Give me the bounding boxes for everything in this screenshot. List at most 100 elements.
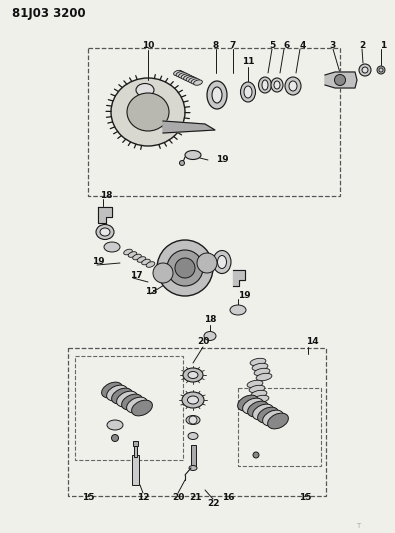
Ellipse shape xyxy=(128,252,137,257)
Ellipse shape xyxy=(185,150,201,159)
Circle shape xyxy=(111,434,118,441)
Ellipse shape xyxy=(244,86,252,98)
Text: 6: 6 xyxy=(284,41,290,50)
Text: 20: 20 xyxy=(197,337,209,346)
Ellipse shape xyxy=(241,82,256,102)
Ellipse shape xyxy=(183,368,203,382)
Ellipse shape xyxy=(271,78,283,92)
Text: 8: 8 xyxy=(213,41,219,50)
Ellipse shape xyxy=(188,396,199,404)
Ellipse shape xyxy=(142,259,150,265)
Circle shape xyxy=(153,263,173,283)
Ellipse shape xyxy=(247,380,263,387)
Ellipse shape xyxy=(127,93,169,131)
Ellipse shape xyxy=(230,305,246,315)
Polygon shape xyxy=(325,72,357,88)
Ellipse shape xyxy=(189,465,197,471)
Text: 21: 21 xyxy=(189,492,201,502)
Ellipse shape xyxy=(102,382,122,398)
Circle shape xyxy=(362,67,368,73)
Bar xyxy=(88,48,340,196)
Ellipse shape xyxy=(250,358,266,366)
Ellipse shape xyxy=(133,254,141,260)
Polygon shape xyxy=(163,121,215,133)
Ellipse shape xyxy=(194,80,202,85)
Circle shape xyxy=(379,68,383,72)
Ellipse shape xyxy=(274,81,280,89)
Text: 22: 22 xyxy=(207,498,219,507)
Ellipse shape xyxy=(132,400,152,416)
Ellipse shape xyxy=(176,71,185,77)
Text: 1: 1 xyxy=(380,41,386,50)
Text: 11: 11 xyxy=(242,58,254,67)
Bar xyxy=(134,445,137,457)
Ellipse shape xyxy=(207,81,227,109)
Ellipse shape xyxy=(254,368,270,376)
Text: 13: 13 xyxy=(145,287,158,296)
Ellipse shape xyxy=(256,373,272,381)
Ellipse shape xyxy=(182,392,204,408)
Ellipse shape xyxy=(181,74,190,79)
Text: 15: 15 xyxy=(299,494,311,503)
Ellipse shape xyxy=(104,242,120,252)
Bar xyxy=(68,348,326,496)
Text: 2: 2 xyxy=(359,41,365,50)
Text: 20: 20 xyxy=(172,492,184,502)
Ellipse shape xyxy=(238,395,258,411)
Ellipse shape xyxy=(243,398,263,414)
Ellipse shape xyxy=(258,407,278,423)
Circle shape xyxy=(359,64,371,76)
Polygon shape xyxy=(233,270,245,286)
Text: 18: 18 xyxy=(100,190,113,199)
Ellipse shape xyxy=(218,255,226,269)
Ellipse shape xyxy=(188,77,198,83)
Ellipse shape xyxy=(252,404,273,420)
Circle shape xyxy=(189,416,197,424)
Ellipse shape xyxy=(136,84,154,96)
Ellipse shape xyxy=(186,76,195,82)
Ellipse shape xyxy=(100,228,110,236)
Ellipse shape xyxy=(191,79,200,84)
Ellipse shape xyxy=(188,432,198,440)
Ellipse shape xyxy=(263,410,283,426)
Ellipse shape xyxy=(117,391,137,407)
Ellipse shape xyxy=(186,416,200,424)
Ellipse shape xyxy=(111,78,185,146)
Ellipse shape xyxy=(212,87,222,103)
Bar xyxy=(75,356,183,460)
Ellipse shape xyxy=(258,77,271,93)
Text: 17: 17 xyxy=(130,271,143,279)
Ellipse shape xyxy=(124,249,132,255)
Bar xyxy=(132,455,139,485)
Text: 18: 18 xyxy=(204,316,216,325)
Ellipse shape xyxy=(127,397,147,413)
Ellipse shape xyxy=(122,394,143,410)
Bar xyxy=(191,445,196,467)
Ellipse shape xyxy=(107,420,123,430)
Ellipse shape xyxy=(252,364,268,371)
Text: T: T xyxy=(356,523,360,529)
Text: 14: 14 xyxy=(306,337,319,346)
Circle shape xyxy=(167,250,203,286)
Ellipse shape xyxy=(285,77,301,95)
Text: 81J03 3200: 81J03 3200 xyxy=(12,6,86,20)
Ellipse shape xyxy=(204,332,216,341)
Ellipse shape xyxy=(213,251,231,273)
Circle shape xyxy=(175,258,195,278)
Ellipse shape xyxy=(96,224,114,239)
Circle shape xyxy=(157,240,213,296)
Bar xyxy=(133,441,138,446)
Text: 16: 16 xyxy=(222,492,234,502)
Circle shape xyxy=(377,66,385,74)
Ellipse shape xyxy=(248,401,268,417)
Ellipse shape xyxy=(253,395,269,403)
Ellipse shape xyxy=(249,385,265,393)
Text: 12: 12 xyxy=(137,492,149,502)
Ellipse shape xyxy=(289,81,297,91)
Ellipse shape xyxy=(184,75,192,80)
Ellipse shape xyxy=(251,390,267,398)
Circle shape xyxy=(253,452,259,458)
Ellipse shape xyxy=(262,80,268,90)
Text: 3: 3 xyxy=(330,41,336,50)
Ellipse shape xyxy=(137,257,146,262)
